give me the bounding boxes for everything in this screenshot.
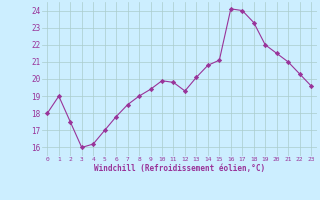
X-axis label: Windchill (Refroidissement éolien,°C): Windchill (Refroidissement éolien,°C) [94,164,265,173]
